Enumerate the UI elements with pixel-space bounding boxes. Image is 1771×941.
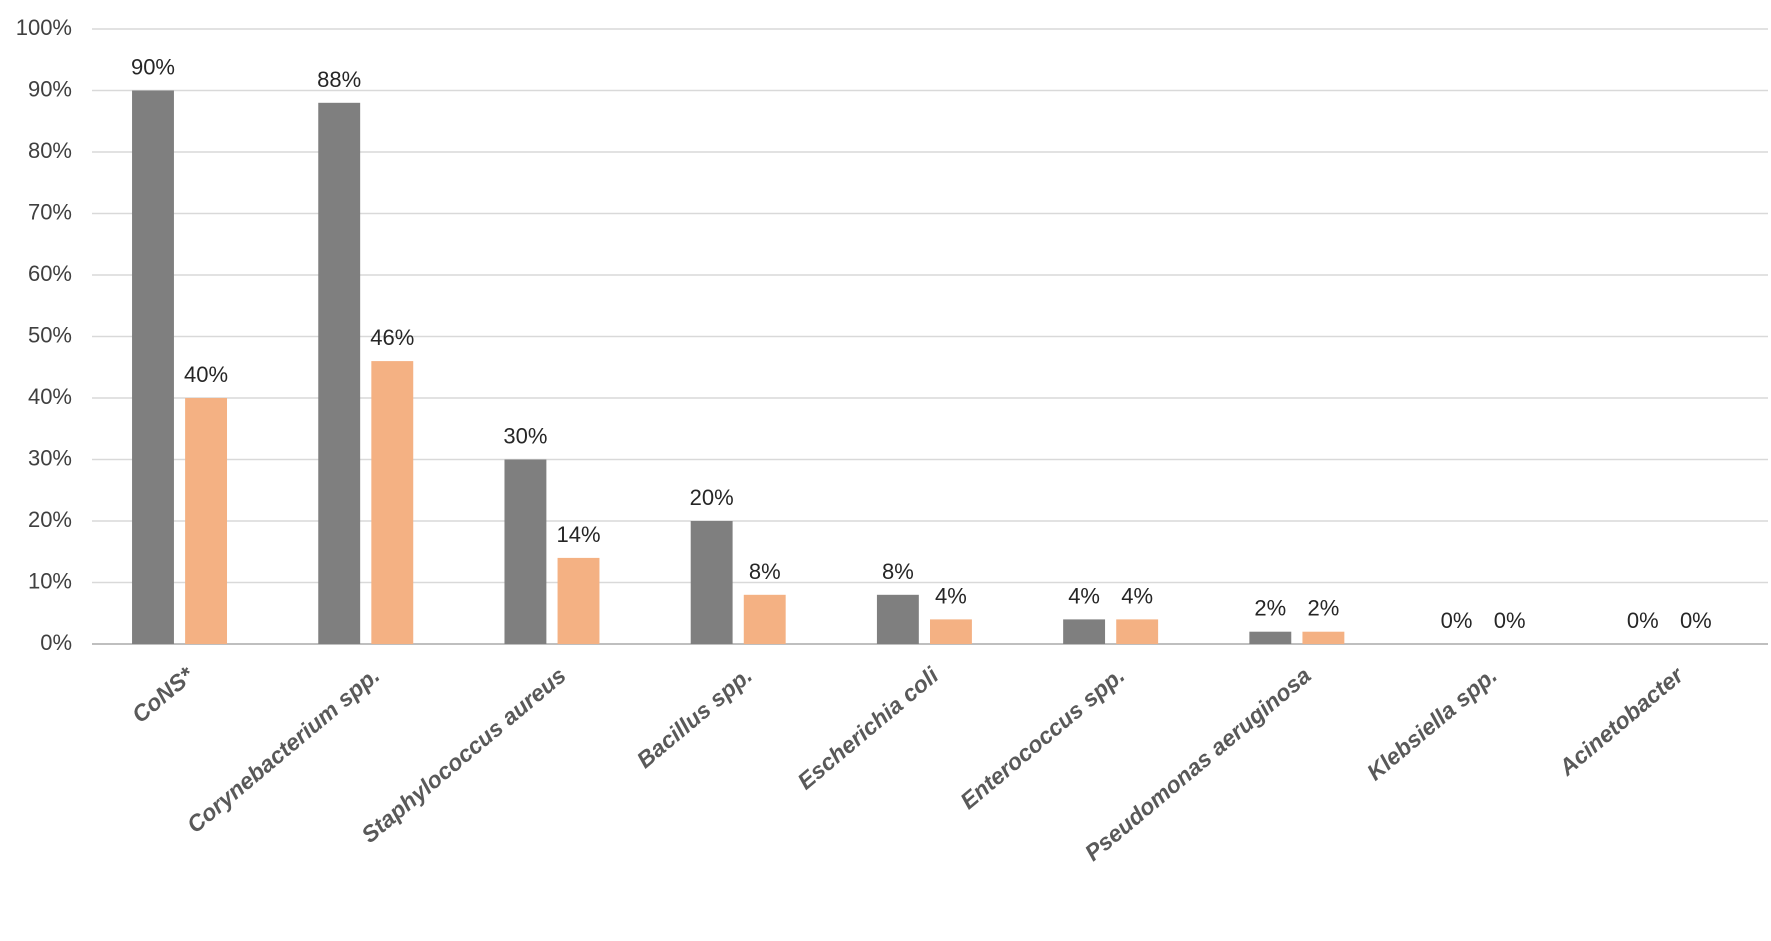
data-label: 46% xyxy=(370,325,414,350)
data-label: 88% xyxy=(317,67,361,92)
data-label: 0% xyxy=(1680,608,1712,633)
data-label: 8% xyxy=(749,559,781,584)
data-label: 2% xyxy=(1254,596,1286,621)
x-tick-label: Corynebacterium spp. xyxy=(182,662,385,838)
bar xyxy=(504,459,547,644)
bar xyxy=(876,594,919,644)
y-tick-label: 30% xyxy=(28,445,72,470)
bar xyxy=(1063,619,1106,644)
x-tick-label: Bacillus spp. xyxy=(632,662,757,773)
bar xyxy=(318,102,361,645)
x-tick-label: Enterococcus spp. xyxy=(955,662,1129,814)
data-label: 4% xyxy=(1121,583,1153,608)
bar xyxy=(743,594,786,644)
y-tick-label: 0% xyxy=(40,630,72,655)
y-tick-label: 40% xyxy=(28,384,72,409)
data-label: 90% xyxy=(131,55,175,80)
y-tick-label: 90% xyxy=(28,76,72,101)
data-label: 0% xyxy=(1627,608,1659,633)
data-label: 4% xyxy=(1068,583,1100,608)
data-label: 0% xyxy=(1441,608,1473,633)
y-tick-label: 100% xyxy=(16,15,72,40)
y-tick-label: 10% xyxy=(28,568,72,593)
data-label: 30% xyxy=(503,424,547,449)
bar xyxy=(557,557,600,644)
x-tick-label: Escherichia coli xyxy=(792,662,943,795)
x-tick-label: Acinetobacter xyxy=(1553,661,1689,781)
bar xyxy=(1249,631,1292,644)
data-label: 0% xyxy=(1494,608,1526,633)
bar xyxy=(1116,619,1159,644)
bar xyxy=(930,619,972,644)
data-label: 8% xyxy=(882,559,914,584)
bar xyxy=(690,521,733,644)
bar xyxy=(132,90,174,644)
x-tick-label: CoNS* xyxy=(127,661,199,728)
bar xyxy=(185,398,228,644)
x-tick-label: Klebsiella spp. xyxy=(1362,662,1502,785)
y-tick-label: 70% xyxy=(28,199,72,224)
data-label: 2% xyxy=(1307,596,1339,621)
data-label: 14% xyxy=(556,522,600,547)
x-tick-label: Staphylococcus aureus xyxy=(356,662,571,848)
bar xyxy=(1302,631,1345,644)
data-label: 40% xyxy=(184,362,228,387)
data-label: 4% xyxy=(935,583,967,608)
y-tick-label: 50% xyxy=(28,322,72,347)
data-label: 20% xyxy=(690,485,734,510)
y-tick-label: 20% xyxy=(28,507,72,532)
bar xyxy=(371,361,414,644)
y-tick-label: 80% xyxy=(28,138,72,163)
y-tick-label: 60% xyxy=(28,261,72,286)
